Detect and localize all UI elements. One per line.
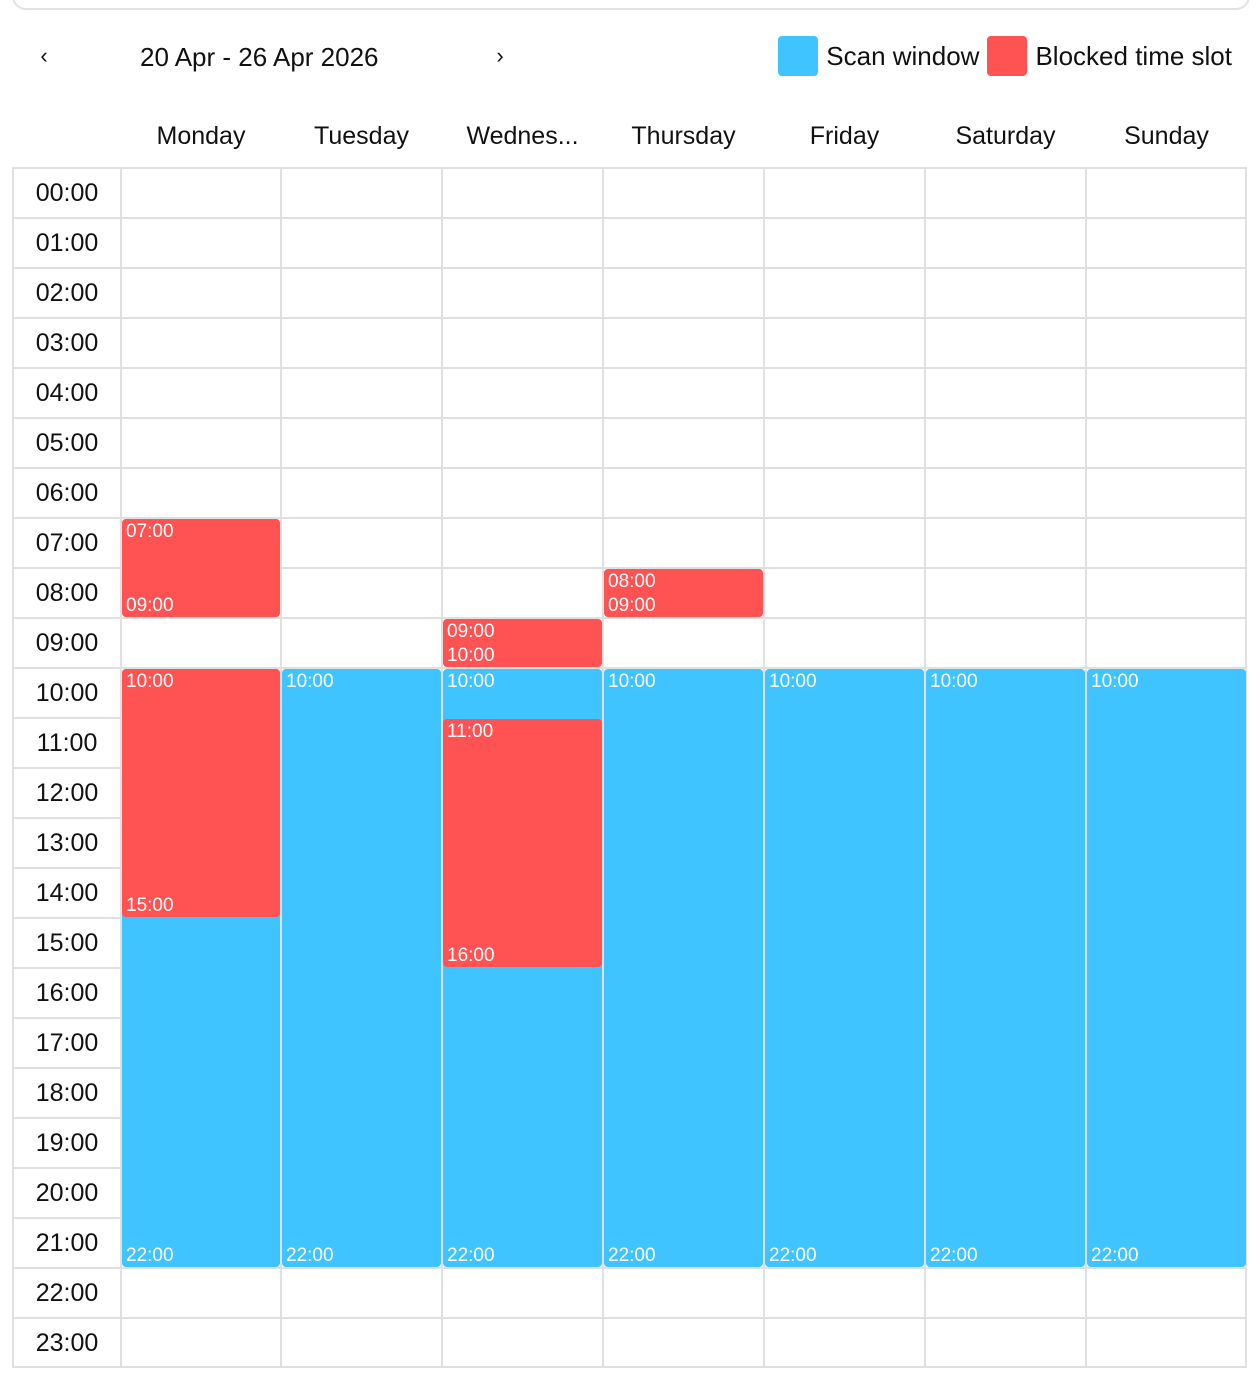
- time-label: 13:00: [35, 829, 99, 857]
- event-end-time: 22:00: [126, 1245, 174, 1266]
- event-end-time: 22:00: [1091, 1245, 1139, 1266]
- hour-divider: [12, 517, 1247, 519]
- time-label: 07:00: [35, 529, 99, 557]
- event-start-time: 10:00: [930, 671, 978, 692]
- blocked-slot-event[interactable]: 10:00 15:00: [122, 669, 280, 917]
- day-header: Friday: [809, 122, 880, 150]
- time-label: 23:00: [35, 1329, 99, 1357]
- time-label: 00:00: [35, 179, 99, 207]
- legend: Scan window Blocked time slot: [778, 36, 1232, 76]
- chevron-left-icon: ‹: [40, 43, 48, 68]
- legend-label: Scan window: [826, 40, 980, 71]
- day-header: Sunday: [1124, 122, 1209, 150]
- time-label: 09:00: [35, 629, 99, 657]
- blocked-swatch: [987, 36, 1028, 76]
- event-end-time: 09:00: [126, 595, 174, 616]
- event-start-time: 10:00: [769, 671, 817, 692]
- day-divider: [120, 167, 122, 1368]
- hour-divider: [12, 667, 1247, 669]
- event-start-time: 07:00: [126, 521, 174, 542]
- blocked-slot-event[interactable]: 08:00 09:00: [604, 569, 763, 617]
- time-label: 15:00: [35, 929, 99, 957]
- day-divider: [763, 167, 765, 1368]
- time-label: 22:00: [35, 1279, 99, 1307]
- event-end-time: 15:00: [126, 895, 174, 916]
- blocked-slot-event[interactable]: 07:00 09:00: [122, 519, 280, 617]
- date-range-label: 20 Apr - 26 Apr 2026: [140, 42, 379, 72]
- chevron-right-icon: ›: [496, 43, 504, 68]
- blocked-slot-event[interactable]: 11:00 16:00: [443, 719, 602, 967]
- event-end-time: 09:00: [608, 595, 656, 616]
- hour-divider: [12, 1267, 1247, 1269]
- time-label: 10:00: [35, 679, 99, 707]
- legend-item-scan-window: Scan window: [778, 36, 979, 76]
- hour-divider: [12, 217, 1247, 219]
- hour-divider: [12, 267, 1247, 269]
- legend-item-blocked: Blocked time slot: [987, 36, 1232, 76]
- event-start-time: 09:00: [447, 621, 495, 642]
- time-label: 05:00: [35, 429, 99, 457]
- day-header: Wednes...: [466, 122, 579, 150]
- hour-divider: [12, 317, 1247, 319]
- top-card-edge: [12, 0, 1250, 10]
- hour-divider: [12, 467, 1247, 469]
- scan-window-event[interactable]: 10:00 22:00: [604, 669, 763, 1267]
- day-header: Saturday: [955, 122, 1056, 150]
- day-divider: [441, 167, 443, 1368]
- scan-window-swatch: [778, 36, 819, 76]
- day-divider: [924, 167, 926, 1368]
- time-label: 19:00: [35, 1129, 99, 1157]
- scan-window-event[interactable]: 10:00 22:00: [282, 669, 441, 1267]
- time-label: 04:00: [35, 379, 99, 407]
- event-start-time: 10:00: [447, 671, 495, 692]
- day-divider: [280, 167, 282, 1368]
- day-header: Monday: [156, 122, 246, 150]
- event-end-time: 22:00: [769, 1245, 817, 1266]
- blocked-slot-event[interactable]: 09:00 10:00: [443, 619, 602, 667]
- time-label: 17:00: [35, 1029, 99, 1057]
- time-label: 16:00: [35, 979, 99, 1007]
- day-divider: [602, 167, 604, 1368]
- event-start-time: 08:00: [608, 571, 656, 592]
- event-end-time: 22:00: [930, 1245, 978, 1266]
- event-end-time: 22:00: [447, 1245, 495, 1266]
- time-label: 12:00: [35, 779, 99, 807]
- day-divider: [1085, 167, 1087, 1368]
- scan-window-event[interactable]: 10:00 22:00: [765, 669, 924, 1267]
- day-header: Thursday: [631, 122, 736, 150]
- event-end-time: 22:00: [286, 1245, 334, 1266]
- scan-window-event[interactable]: 10:00 22:00: [926, 669, 1085, 1267]
- time-label: 20:00: [35, 1179, 99, 1207]
- time-label: 21:00: [35, 1229, 99, 1257]
- next-week-button[interactable]: ›: [485, 40, 515, 72]
- hour-divider: [12, 567, 1247, 569]
- event-end-time: 22:00: [608, 1245, 656, 1266]
- event-start-time: 10:00: [1091, 671, 1139, 692]
- hour-divider: [12, 617, 1247, 619]
- event-end-time: 10:00: [447, 645, 495, 666]
- time-label: 18:00: [35, 1079, 99, 1107]
- time-label: 11:00: [36, 729, 98, 757]
- time-label: 14:00: [35, 879, 99, 907]
- legend-label: Blocked time slot: [1035, 40, 1232, 71]
- event-start-time: 11:00: [447, 721, 494, 742]
- hour-divider: [12, 417, 1247, 419]
- day-header: Tuesday: [314, 122, 409, 150]
- hour-divider: [12, 1317, 1247, 1319]
- time-label: 03:00: [35, 329, 99, 357]
- time-label: 06:00: [35, 479, 99, 507]
- time-label: 08:00: [35, 579, 99, 607]
- hour-divider: [12, 367, 1247, 369]
- event-start-time: 10:00: [286, 671, 334, 692]
- event-end-time: 16:00: [447, 945, 495, 966]
- event-start-time: 10:00: [608, 671, 656, 692]
- event-start-time: 10:00: [126, 671, 174, 692]
- time-label: 02:00: [35, 279, 99, 307]
- scan-window-event[interactable]: 10:00 22:00: [1087, 669, 1246, 1267]
- prev-week-button[interactable]: ‹: [29, 40, 59, 72]
- time-label: 01:00: [35, 229, 99, 257]
